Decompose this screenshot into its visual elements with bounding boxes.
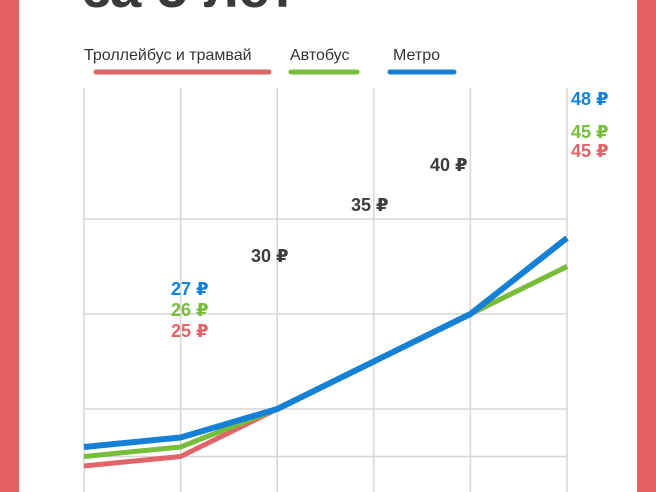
series-line [83, 235, 569, 450]
data-label: 27 ₽ [171, 279, 209, 299]
line-chart: Троллейбус и трамвай Автобус Метро 26 ₽25 ₽… [83, 47, 609, 492]
data-label: 35 ₽ [351, 195, 389, 215]
data-label: 48 ₽ [571, 89, 609, 109]
data-label: 30 ₽ [251, 246, 289, 266]
chart-title: за 5 лет [83, 0, 296, 16]
chart-card: за 5 лет Троллейбус и трамвай Автобус Метр… [19, 0, 637, 492]
data-label: 45 ₽ [571, 141, 609, 161]
legend-label: Метро [393, 47, 440, 64]
data-label: 45 ₽ [571, 122, 609, 142]
data-label: 25 ₽ [171, 321, 209, 341]
data-label: 26 ₽ [171, 300, 209, 320]
grid [83, 88, 568, 492]
legend-label: Автобус [290, 47, 350, 64]
data-label: 40 ₽ [430, 155, 468, 175]
legend-label: Троллейбус и трамвай [84, 47, 252, 64]
